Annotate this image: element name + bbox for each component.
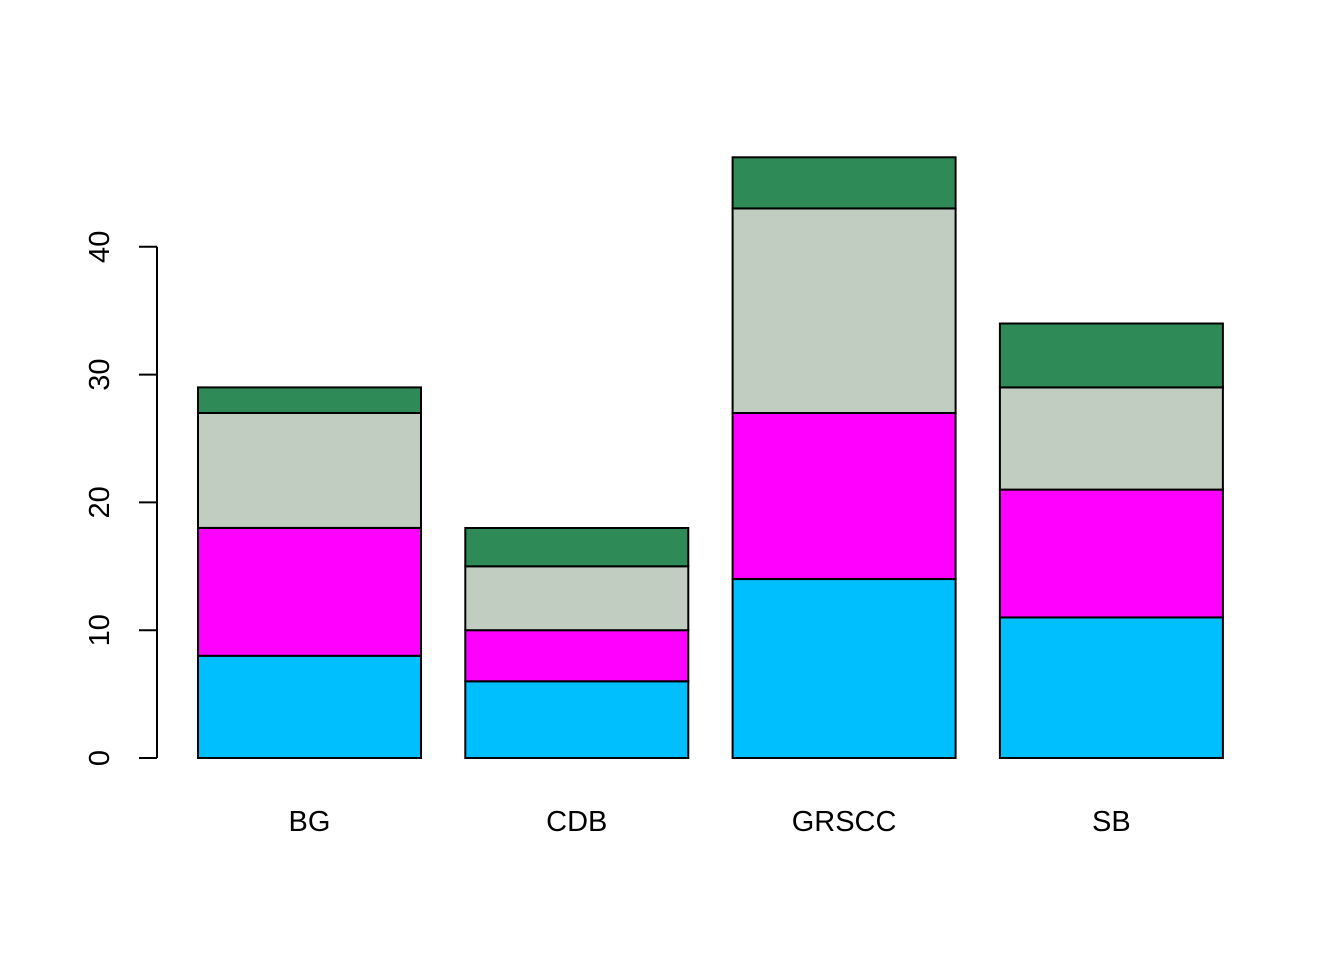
y-tick-label-20: 20 xyxy=(84,486,116,518)
bar-segment-sb-4 xyxy=(998,322,1224,389)
x-tick-label-grscc: GRSCC xyxy=(792,806,897,838)
bar-segment-bg-1 xyxy=(197,654,422,759)
x-tick-label-cdb: CDB xyxy=(546,806,607,838)
bar-segment-sb-2 xyxy=(998,488,1224,619)
bar-segment-cdb-1 xyxy=(464,680,690,759)
bar-segment-cdb-4 xyxy=(464,527,690,568)
bar-segment-bg-3 xyxy=(197,411,422,529)
x-tick-label-bg: BG xyxy=(289,806,331,838)
bar-segment-grscc-1 xyxy=(731,578,957,759)
bar-segment-grscc-4 xyxy=(731,156,957,210)
y-tick-label-30: 30 xyxy=(84,358,116,390)
y-tick-label-40: 40 xyxy=(84,231,116,263)
bar-segment-cdb-2 xyxy=(464,629,690,683)
bar-segment-grscc-2 xyxy=(731,411,957,580)
bar-segment-bg-2 xyxy=(197,527,422,657)
bar-segment-bg-4 xyxy=(197,386,422,414)
bars-layer xyxy=(197,156,1224,760)
x-tick-label-sb: SB xyxy=(1092,806,1131,838)
y-tick-label-0: 0 xyxy=(84,750,116,766)
y-tick-label-10: 10 xyxy=(84,614,116,646)
bar-segment-grscc-3 xyxy=(731,207,957,414)
bar-segment-cdb-3 xyxy=(464,565,690,632)
bar-segment-sb-3 xyxy=(998,386,1224,491)
bar-segment-sb-1 xyxy=(998,616,1224,760)
x-axis-labels: BG CDB GRSCC SB xyxy=(289,806,1131,838)
y-axis: 0 10 20 30 40 xyxy=(84,231,158,766)
